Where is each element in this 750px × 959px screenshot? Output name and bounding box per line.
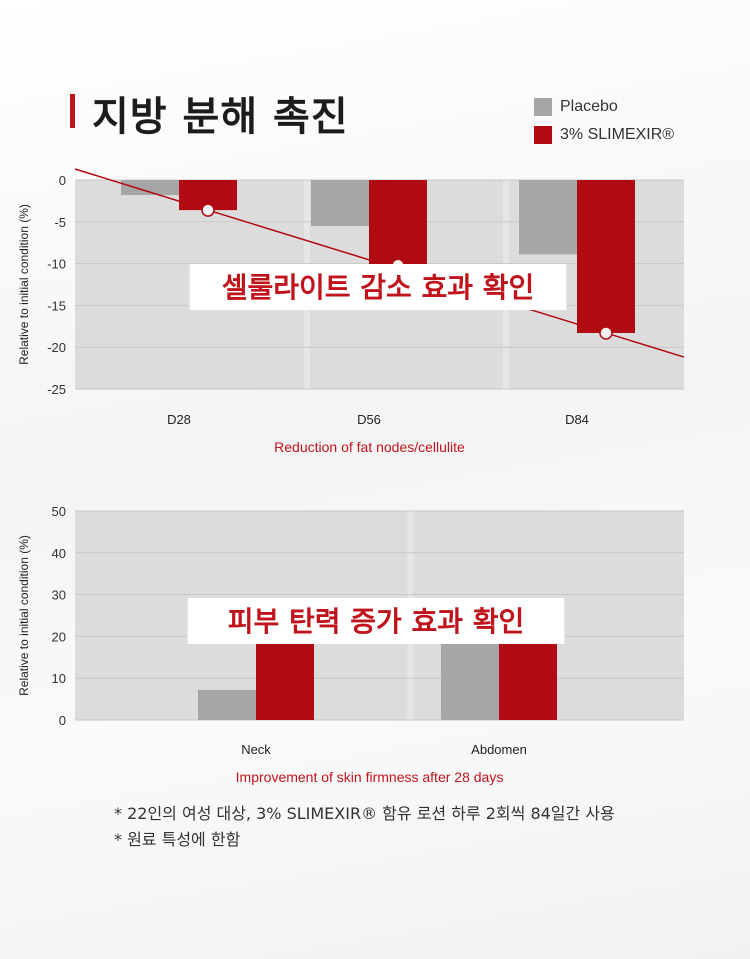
x-axis-title: Improvement of skin firmness after 28 da… — [236, 769, 504, 785]
footnote-2: * 원료 특성에 한함 — [114, 830, 241, 849]
page-title: 지방 분해 촉진 — [92, 94, 349, 140]
legend-label-placebo: Placebo — [560, 98, 618, 115]
y-tick-label: -25 — [47, 382, 66, 397]
bar-placebo-neck — [198, 689, 256, 720]
y-tick-label: 20 — [52, 629, 66, 644]
y-tick-label: 0 — [59, 713, 66, 728]
legend-swatch-product — [534, 126, 552, 144]
footnote-1: * 22인의 여성 대상, 3% SLIMEXIR® 함유 로션 하루 2회씩 … — [114, 804, 615, 823]
bar-placebo-abdomen — [441, 636, 499, 720]
bar-placebo-d84 — [519, 180, 577, 255]
x-tick-label: D28 — [167, 412, 191, 427]
legend-item-placebo: Placebo — [534, 95, 674, 119]
x-tick-label: Abdomen — [471, 742, 527, 757]
x-tick-label: D56 — [357, 412, 381, 427]
x-tick-label: Neck — [241, 742, 271, 757]
annotation-box — [187, 598, 565, 644]
y-axis-label: Relative to initial condition (%) — [17, 204, 31, 365]
annotation-box — [189, 264, 567, 310]
bar-placebo-d56 — [311, 180, 369, 226]
y-tick-label: 50 — [52, 504, 66, 519]
trend-point — [201, 203, 215, 217]
y-tick-label: -15 — [47, 298, 66, 313]
y-tick-label: -5 — [54, 215, 66, 230]
bar-product-d84 — [577, 180, 635, 333]
annotation-text: 셀룰라이트 감소 효과 확인 — [222, 271, 535, 304]
x-axis-title: Reduction of fat nodes/cellulite — [274, 439, 465, 455]
y-tick-label: 0 — [59, 173, 66, 188]
x-tick-label: D84 — [565, 412, 589, 427]
legend-item-product: 3% SLIMEXIR® — [534, 123, 674, 147]
y-tick-label: 10 — [52, 671, 66, 686]
y-tick-label: -20 — [47, 340, 66, 355]
legend-swatch-placebo — [534, 98, 552, 116]
title-accent-bar — [70, 94, 75, 128]
annotation-text: 피부 탄력 증가 효과 확인 — [228, 605, 525, 638]
legend: Placebo 3% SLIMEXIR® — [534, 95, 674, 151]
y-tick-label: 40 — [52, 546, 66, 561]
y-axis-label: Relative to initial condition (%) — [17, 535, 31, 696]
trend-point — [599, 326, 613, 340]
bar-product-d56 — [369, 180, 427, 266]
y-tick-label: -10 — [47, 257, 66, 272]
bar-product-neck — [256, 636, 314, 720]
legend-label-product: 3% SLIMEXIR® — [560, 126, 675, 143]
trend-line — [74, 168, 685, 358]
y-tick-label: 30 — [52, 588, 66, 603]
bar-placebo-d28 — [121, 180, 179, 196]
